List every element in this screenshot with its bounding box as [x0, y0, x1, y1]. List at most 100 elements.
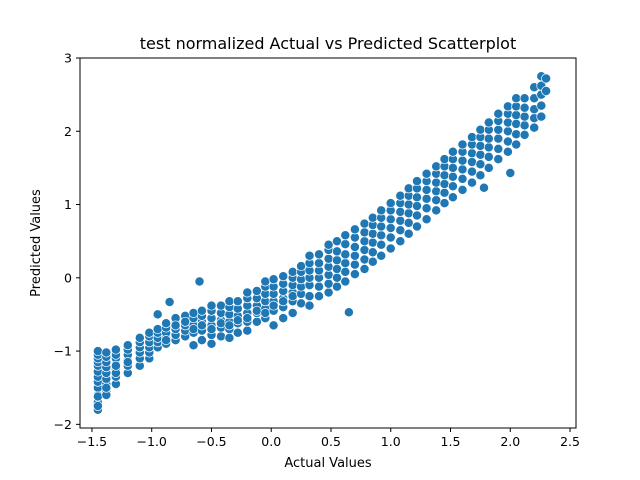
data-point — [439, 170, 450, 181]
data-point — [359, 245, 370, 255]
y-tick-label: 1 — [64, 197, 72, 212]
data-point — [188, 324, 199, 335]
data-point — [216, 300, 226, 311]
data-point — [206, 300, 217, 311]
data-point — [144, 327, 155, 338]
data-point — [349, 242, 360, 252]
data-point — [447, 181, 458, 192]
data-point — [475, 159, 486, 170]
chart-title: test normalized Actual vs Predicted Scat… — [140, 34, 517, 53]
data-point — [447, 162, 458, 173]
data-point — [511, 129, 522, 140]
data-point — [349, 224, 360, 235]
data-point — [268, 274, 279, 285]
data-point — [314, 291, 324, 302]
data-point — [483, 133, 494, 144]
data-point — [314, 258, 324, 269]
data-point — [367, 228, 378, 239]
data-point — [101, 347, 112, 358]
data-point — [287, 266, 298, 277]
data-point — [439, 154, 450, 165]
data-point — [359, 254, 370, 265]
data-point — [457, 164, 468, 175]
x-tick-label: 1.0 — [381, 434, 401, 449]
data-point — [395, 236, 406, 247]
scatter-points — [92, 71, 552, 415]
data-point — [161, 335, 172, 346]
data-point — [332, 272, 342, 283]
data-point — [278, 271, 289, 282]
data-point — [332, 236, 342, 247]
data-point — [403, 228, 414, 239]
data-point — [493, 154, 504, 165]
data-point — [511, 110, 522, 121]
x-axis: −1.5 −1.0 −0.5 0.0 0.5 1.0 1.5 2.0 2.5 — [77, 428, 580, 449]
data-point — [196, 305, 207, 316]
data-point — [323, 253, 334, 264]
data-point — [457, 184, 468, 195]
data-point — [376, 221, 387, 232]
data-point — [340, 249, 351, 260]
data-point — [367, 247, 378, 258]
data-point — [412, 210, 422, 221]
data-point — [134, 332, 145, 343]
data-point — [447, 192, 458, 203]
data-point — [467, 166, 477, 177]
data-point — [519, 120, 530, 131]
data-point — [502, 146, 513, 157]
data-point — [216, 331, 226, 342]
data-point — [511, 139, 522, 150]
data-point — [251, 316, 262, 327]
data-point — [359, 236, 370, 247]
data-point — [376, 239, 387, 250]
data-point — [359, 227, 370, 238]
data-point — [457, 155, 468, 166]
data-point — [493, 108, 504, 119]
data-point — [323, 287, 334, 298]
data-point — [260, 276, 271, 287]
data-point — [152, 309, 163, 320]
data-point — [431, 195, 442, 206]
data-point — [278, 313, 289, 324]
y-tick-label: 3 — [64, 51, 72, 66]
data-point — [242, 325, 253, 336]
data-point — [376, 205, 387, 216]
data-point — [479, 182, 489, 193]
data-point — [457, 139, 468, 150]
data-point — [164, 297, 175, 307]
data-point — [475, 140, 486, 151]
data-point — [529, 122, 540, 133]
data-point — [431, 205, 442, 216]
data-point — [483, 162, 494, 173]
data-point — [110, 360, 121, 371]
data-point — [188, 340, 199, 351]
data-point — [483, 151, 494, 162]
plot-frame — [79, 57, 577, 429]
data-point — [467, 148, 477, 159]
data-point — [483, 142, 494, 153]
data-point — [340, 266, 351, 277]
data-point — [475, 170, 486, 181]
data-point — [194, 276, 205, 287]
data-point — [188, 308, 199, 318]
data-point — [332, 255, 342, 266]
data-point — [376, 250, 387, 261]
data-point — [385, 232, 396, 243]
y-tick-label: 2 — [64, 124, 72, 139]
data-point — [403, 199, 414, 210]
data-point — [206, 338, 217, 349]
data-point — [447, 146, 458, 157]
data-point — [439, 179, 450, 189]
data-point — [403, 208, 414, 219]
x-tick-label: 0.0 — [261, 434, 281, 449]
data-point — [92, 391, 103, 402]
data-point — [519, 93, 530, 104]
x-tick-label: −0.5 — [196, 434, 226, 449]
data-point — [304, 291, 315, 302]
data-point — [421, 184, 432, 195]
data-point — [395, 190, 406, 201]
data-point — [447, 171, 458, 182]
data-point — [251, 305, 262, 316]
data-point — [483, 117, 494, 128]
x-tick-label: 0.5 — [321, 434, 341, 449]
